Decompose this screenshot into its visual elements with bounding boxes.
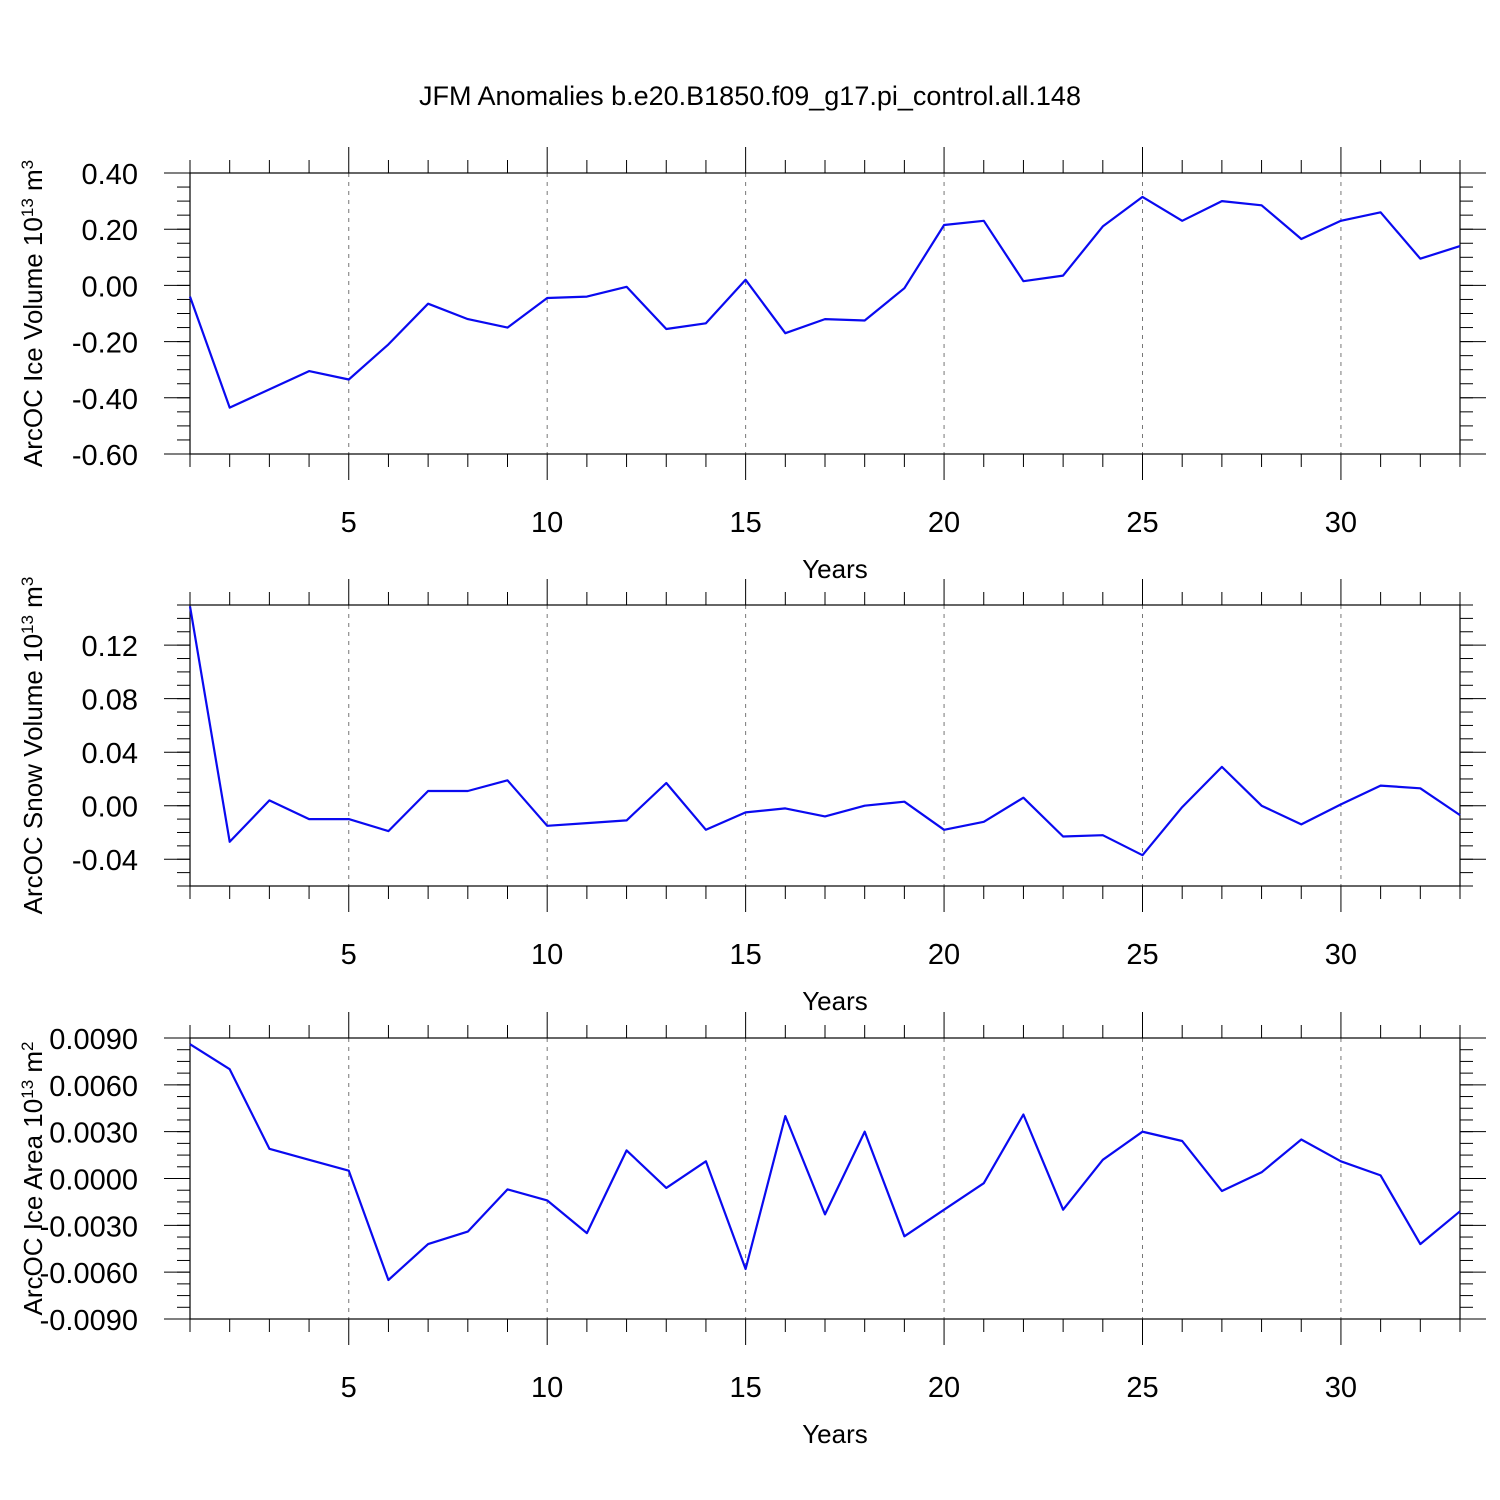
y-label-exponent2: 3 [18,160,37,169]
y-label-exponent2: 3 [18,577,37,586]
series-line [188,195,1461,409]
y-label-exponent2: 2 [18,1041,37,1050]
y-tick-label: -0.0090 [40,1305,138,1337]
y-label-unit2: m [18,586,48,615]
y-tick-label: 0.0090 [49,1024,138,1056]
y-label-exponent: 13 [18,198,37,217]
x-axis-label: Years [802,1419,868,1449]
x-tick-label: 10 [531,939,563,971]
x-axis-label: Years [802,554,868,584]
x-tick-label: 25 [1126,939,1158,971]
x-tick-label: 10 [531,1372,563,1404]
y-tick-label: -0.0030 [40,1211,138,1243]
x-tick-label: 15 [729,939,761,971]
chart-title: JFM Anomalies b.e20.B1850.f09_g17.pi_con… [419,81,1081,111]
x-axis-label: Years [802,986,868,1016]
y-tick-label: 0.00 [82,271,138,303]
x-tick-label: 5 [341,1372,357,1404]
y-tick-label: -0.60 [72,440,138,472]
y-label-unit2: m [18,1051,48,1080]
y-tick-label: -0.04 [72,845,138,877]
y-tick-label: -0.20 [72,328,138,360]
y-label-text: ArcOC Ice Volume [18,246,48,467]
y-tick-label: 0.08 [82,685,138,717]
y-tick-label: 0.20 [82,215,138,247]
x-tick-label: 15 [729,1372,761,1404]
x-tick-label: 30 [1325,939,1357,971]
y-tick-label: 0.0060 [49,1071,138,1103]
x-tick-label: 25 [1126,1372,1158,1404]
y-tick-label: 0.0000 [49,1165,138,1197]
y-label-unit2: m [18,169,48,198]
y-label-unit: 10 [18,634,48,663]
y-label-text: ArcOC Snow Volume [18,663,48,914]
panel-2: 5 10 15 20 25 30 -0.04 0.00 0.04 0.08 0.12 Years Arc… [18,577,1486,1016]
x-tick-label: 20 [928,939,960,971]
y-label-text: ArcOC Ice Area [18,1128,48,1316]
x-tick-label: 5 [341,939,357,971]
y-label-unit: 10 [18,1099,48,1128]
y-axis-label: ArcOC Ice Volume 1013 m3 [18,160,49,467]
plot-frame [189,172,1461,455]
y-label-unit: 10 [18,217,48,246]
x-tick-label: 10 [531,507,563,539]
y-label-exponent: 13 [18,615,37,634]
y-tick-label: 0.04 [82,738,138,770]
x-tick-label: 5 [341,507,357,539]
y-tick-label: 0.40 [82,159,138,191]
x-tick-label: 15 [729,507,761,539]
y-axis-label: ArcOC Ice Area 1013 m2 [18,1041,49,1315]
series-line [189,1043,1461,1282]
x-tick-label: 20 [928,1372,960,1404]
y-tick-label: 0.12 [82,631,138,663]
panel-3: 5 10 15 20 25 30 -0.0090 -0.0060 -0.0030 0.0000 0.… [18,1012,1486,1449]
y-tick-label: 0.0030 [49,1118,138,1150]
y-tick-label: -0.0060 [40,1258,138,1290]
x-tick-label: 25 [1126,507,1158,539]
x-tick-label: 30 [1325,507,1357,539]
x-tick-label: 30 [1325,1372,1357,1404]
y-tick-label: 0.00 [82,792,138,824]
chart-panels: 5 10 15 20 25 30-0.60-0.40-0.200.000.200.40Ye… [18,147,1486,1449]
y-label-exponent: 13 [18,1080,37,1099]
plot-frame [189,604,1461,887]
x-tick-label: 20 [928,507,960,539]
series-line [188,606,1461,857]
y-axis-label: ArcOC Snow Volume 1013 m3 [18,577,49,915]
y-tick-label: -0.40 [72,384,138,416]
plot-frame [189,1037,1461,1320]
panel-1: 5 10 15 20 25 30 -0.60 -0.40 -0.20 0.00 0.20 0.40 Ye… [18,147,1486,584]
